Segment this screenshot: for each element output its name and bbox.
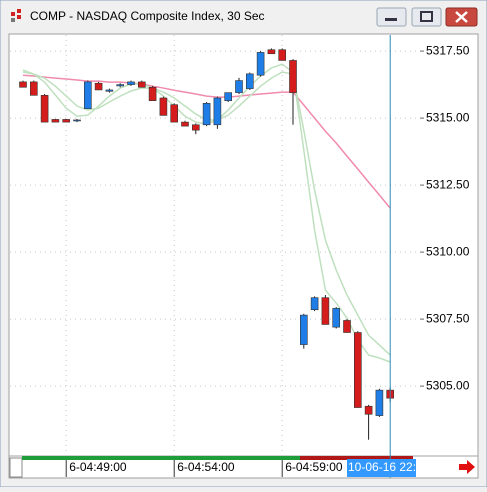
- window-title: COMP - NASDAQ Composite Index, 30 Sec: [30, 9, 265, 23]
- candle-body: [29, 81, 38, 96]
- candle-body: [246, 73, 254, 89]
- y-tick-label: 5315.00: [426, 110, 470, 124]
- candle-body: [202, 103, 211, 126]
- cursor-label-box: [347, 459, 416, 477]
- moving-average-line: [22, 74, 391, 209]
- candle-body: [19, 81, 27, 88]
- candle-body: [181, 121, 189, 127]
- y-tick-label: 5305.00: [426, 378, 470, 392]
- candle-body: [267, 49, 276, 55]
- candle-body: [94, 82, 103, 91]
- candle-body: [127, 81, 135, 85]
- scroll-box[interactable]: [9, 457, 23, 478]
- cursor-label: 10-06-16 22:34:00: [348, 460, 446, 474]
- candle-body: [40, 95, 49, 123]
- candle-body: [73, 119, 81, 122]
- candle-body: [213, 97, 222, 126]
- chart-panel: [8, 33, 479, 479]
- candle-body: [256, 52, 265, 76]
- y-tick-label: 5312.50: [426, 177, 470, 191]
- candle-body: [321, 297, 330, 325]
- candle-body: [353, 332, 362, 408]
- candle-body: [278, 49, 287, 61]
- candle-body: [332, 308, 341, 328]
- candle-body: [51, 119, 60, 123]
- y-tick-label: 5307.50: [426, 311, 470, 325]
- candle-body: [289, 60, 297, 93]
- candle-body: [170, 104, 178, 123]
- candle-body: [105, 89, 114, 92]
- y-tick-label: 5310.00: [426, 244, 470, 258]
- scroll-right-arrow[interactable]: [459, 460, 475, 474]
- candle-body: [84, 81, 92, 110]
- candle-body: [62, 119, 71, 123]
- x-tick-label: 6-04:59:00: [285, 460, 343, 474]
- candle-body: [235, 80, 243, 93]
- candle-body: [299, 314, 308, 345]
- candle-body: [192, 124, 200, 131]
- title-icon: [11, 9, 21, 22]
- minimize-button[interactable]: [376, 7, 407, 27]
- candle-body: [343, 320, 351, 333]
- candle-body: [148, 86, 157, 101]
- close-button[interactable]: [445, 7, 478, 27]
- x-tick-label: 6-04:54:00: [177, 460, 235, 474]
- y-tick-label: 5317.50: [426, 43, 470, 57]
- scroll-track-red: [300, 456, 413, 460]
- candle-body: [364, 405, 373, 415]
- x-tick-label: 6-04:49:00: [69, 460, 127, 474]
- scroll-track-green: [22, 456, 300, 460]
- maximize-button[interactable]: [411, 7, 442, 27]
- candle-body: [138, 81, 146, 88]
- candle-body: [116, 84, 124, 87]
- candle-body: [224, 92, 232, 101]
- candle-body: [375, 389, 384, 416]
- plot: 5305.00 5307.50 5310.00 5312.50 5315.00 5317.…: [10, 35, 470, 478]
- candle-body: [159, 97, 168, 116]
- candle-body: [310, 297, 319, 311]
